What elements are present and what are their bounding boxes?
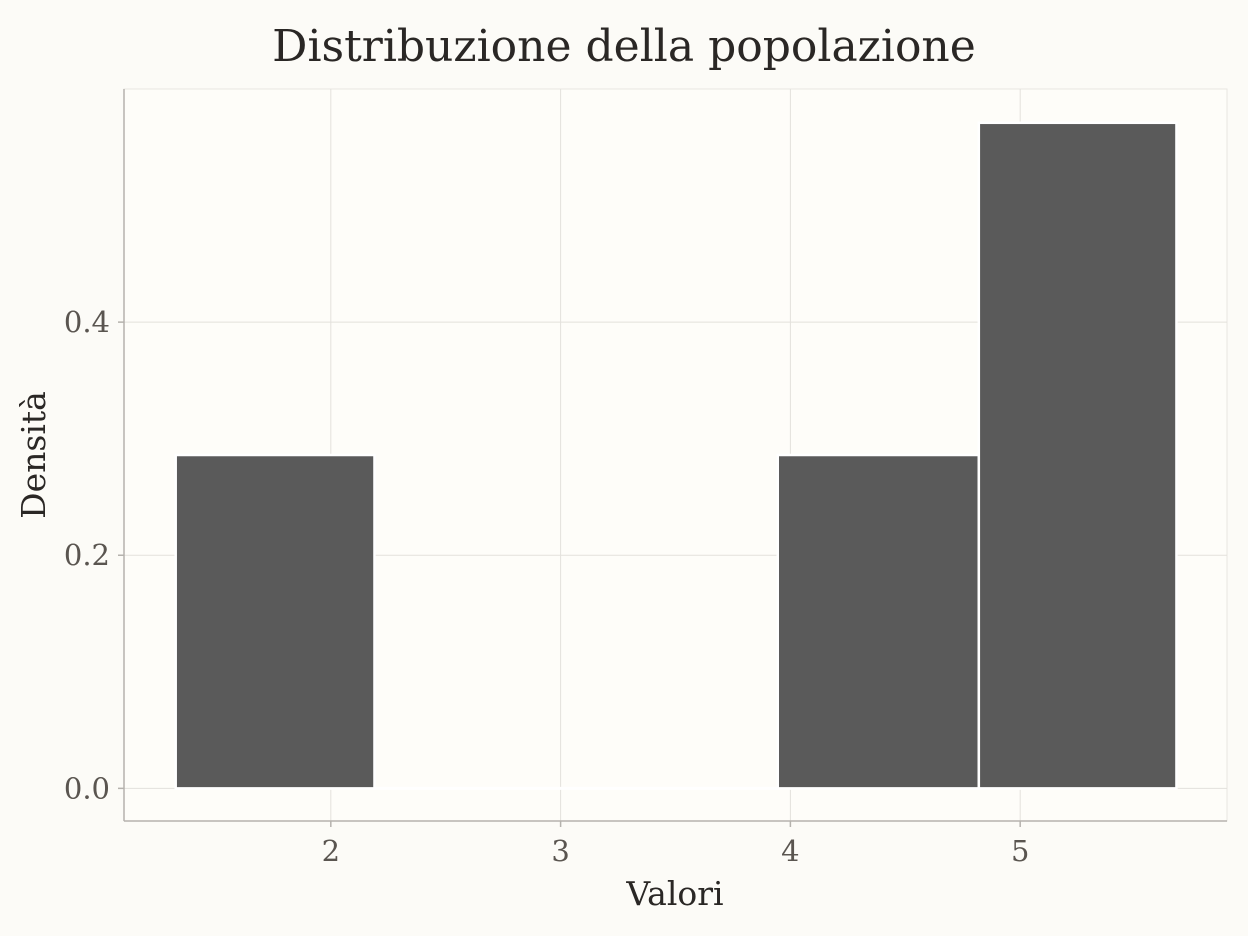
y-axis-label: Densità (14, 391, 53, 519)
y-tick-label: 0.2 (64, 538, 110, 572)
histogram-bar (176, 455, 375, 788)
x-tick-label: 5 (1011, 834, 1029, 868)
x-tick-label: 2 (322, 834, 340, 868)
y-tick-label: 0.4 (64, 305, 110, 339)
x-tick-label: 3 (551, 834, 569, 868)
x-tick-label: 4 (781, 834, 799, 868)
histogram-bar (979, 123, 1177, 789)
histogram-bar (778, 455, 979, 788)
x-axis-label: Valori (625, 874, 723, 913)
chart-title: Distribuzione della popolazione (272, 21, 976, 72)
y-tick-label: 0.0 (64, 771, 110, 805)
